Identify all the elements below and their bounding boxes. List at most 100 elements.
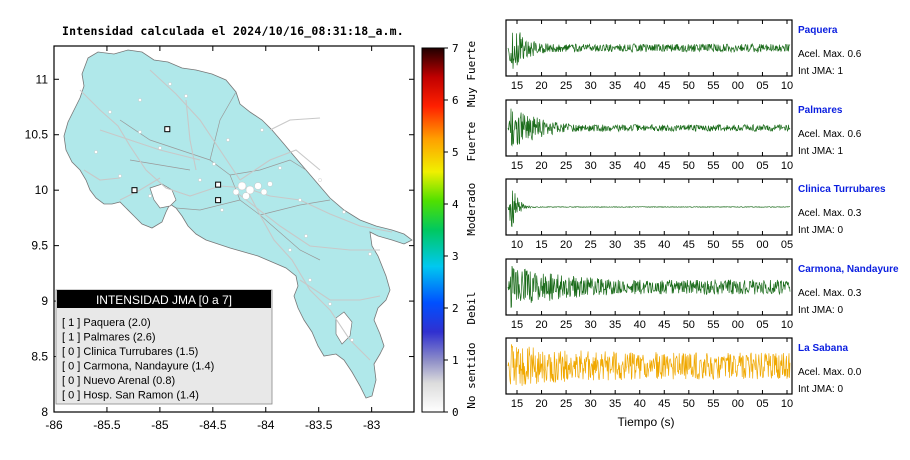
- colorbar-category-label: Moderado: [465, 183, 478, 236]
- waveform-tick-label: 40: [634, 80, 646, 92]
- waveform-tick-label: 30: [609, 239, 621, 251]
- waveform-tick-label: 35: [634, 239, 646, 251]
- town-dot: [328, 302, 332, 306]
- waveform-tick-label: 00: [732, 319, 744, 331]
- legend-item: [ 1 ] Paquera (2.0): [62, 317, 151, 329]
- town-dot: [304, 234, 308, 238]
- waveform-trace: [507, 108, 791, 147]
- legend-item: [ 0 ] Clinica Turrubares (1.5): [62, 346, 198, 358]
- town-dot: [298, 198, 302, 202]
- waveform-tick-label: 10: [781, 160, 793, 172]
- y-tick-label: 8: [41, 405, 48, 419]
- town-dot: [278, 166, 282, 170]
- waveform-trace: [507, 32, 791, 69]
- x-tick-label: -83.5: [305, 418, 333, 432]
- waveform-tick-label: 10: [781, 398, 793, 410]
- waveform-tick-label: 00: [732, 398, 744, 410]
- colorbar-tick-label: 0: [452, 406, 459, 419]
- waveform-tick-label: 35: [609, 80, 621, 92]
- colorbar-tick-label: 3: [452, 250, 459, 263]
- waveform-tick-label: 05: [756, 80, 768, 92]
- station-name: La Sabana: [798, 343, 848, 354]
- waveform-tick-label: 25: [560, 80, 572, 92]
- town-dot: [288, 248, 292, 252]
- colorbar-tick-label: 2: [452, 302, 459, 315]
- waveform-tick-label: 55: [707, 319, 719, 331]
- waveform-panel: 10 15 20 25 30 35 40 45 50 55 00 05 Clinica Turrubar…: [505, 178, 886, 251]
- station-jma: Int JMA: 0: [798, 305, 843, 316]
- waveform-tick-label: 15: [511, 319, 523, 331]
- station-marker: [131, 187, 138, 194]
- station-accel: Acel. Max. 0.6: [798, 49, 862, 60]
- y-tick-label: 8.5: [31, 350, 48, 364]
- town-dot: [368, 252, 372, 256]
- town-dot: [138, 98, 142, 102]
- y-tick-label: 10: [35, 183, 49, 197]
- waveform-tick-label: 25: [560, 160, 572, 172]
- waveform-trace: [507, 190, 791, 228]
- y-tick-label: 11: [36, 72, 49, 86]
- town-dot: [94, 150, 98, 154]
- station-accel: Acel. Max. 0.6: [798, 129, 862, 140]
- waveform-tick-label: 20: [535, 319, 547, 331]
- colorbar-tick-label: 7: [452, 42, 459, 55]
- legend-item: [ 0 ] Carmona, Nandayure (1.4): [62, 361, 214, 373]
- town-dot: [342, 210, 346, 214]
- waveform-tick-label: 45: [658, 319, 670, 331]
- waveform-tick-label: 25: [560, 398, 572, 410]
- station-accel: Acel. Max. 0.3: [798, 208, 862, 219]
- waveform-panel: 15 20 25 30 35 40 45 50 55 00 05 10 La Sabana Acel. M…: [505, 337, 862, 410]
- waveform-tick-label: 50: [683, 80, 695, 92]
- waveform-tick-label: 55: [732, 239, 744, 251]
- town-dot: [168, 82, 172, 86]
- y-tick-label: 10.5: [25, 128, 49, 142]
- y-tick-label: 9.5: [31, 239, 48, 253]
- waveform-tick-label: 00: [732, 80, 744, 92]
- waveform-tick-label: 45: [683, 239, 695, 251]
- legend-item: [ 0 ] Nuevo Arenal (0.8): [62, 375, 175, 387]
- station-accel: Acel. Max. 0.0: [798, 367, 862, 378]
- road-network: [79, 69, 393, 361]
- y-tick-label: 9: [41, 294, 48, 308]
- waveform-tick-label: 00: [756, 239, 768, 251]
- waveform-tick-label: 50: [683, 160, 695, 172]
- station-marker: [164, 126, 171, 133]
- waveform-tick-label: 30: [585, 160, 597, 172]
- station-accel: Acel. Max. 0.3: [798, 288, 862, 299]
- legend-item: [ 0 ] Hosp. San Ramon (1.4): [62, 390, 199, 402]
- town-dot: [138, 130, 142, 134]
- waveform-tick-label: 45: [658, 160, 670, 172]
- x-tick-label: -84.5: [199, 418, 227, 432]
- waveform-tick-label: 50: [707, 239, 719, 251]
- waveform-tick-label: 35: [609, 319, 621, 331]
- waveform-panel: 15 20 25 30 35 40 45 50 55 00 05 10 Carmona, Nandayu…: [505, 258, 899, 331]
- station-jma: Int JMA: 0: [798, 384, 843, 395]
- legend-title: INTENSIDAD JMA [0 a 7]: [96, 293, 232, 307]
- map-axes: -86 -85.5 -85 -84.5 -84 -83.5 -83 11 10.5 10 9.5 9 8…: [25, 46, 414, 432]
- waveform-tick-label: 55: [707, 398, 719, 410]
- x-tick-label: -83: [363, 418, 381, 432]
- colorbar-category-label: Debil: [465, 291, 478, 324]
- town-dot: [198, 178, 202, 182]
- town-dot: [184, 94, 188, 98]
- waveform-tick-label: 20: [535, 160, 547, 172]
- waveform-tick-label: 40: [634, 319, 646, 331]
- legend-header: [57, 290, 271, 308]
- town-dot: [318, 178, 322, 182]
- waveform-tick-label: 20: [535, 398, 547, 410]
- waveform-tick-label: 50: [683, 319, 695, 331]
- town-dot: [226, 138, 230, 142]
- waveform-tick-label: 00: [732, 160, 744, 172]
- waveform-frame: [505, 337, 793, 395]
- x-tick-label: -85: [151, 418, 169, 432]
- colorbar-tick-label: 6: [452, 94, 459, 107]
- waveform-tick-label: 20: [560, 239, 572, 251]
- town-dot: [260, 128, 264, 132]
- waveform-tick-label: 25: [585, 239, 597, 251]
- town-dot: [158, 146, 162, 150]
- waveform-tick-label: 55: [707, 160, 719, 172]
- waveform-tick-label: 10: [781, 319, 793, 331]
- colorbar-category-label: Muy Fuerte: [465, 41, 478, 107]
- station-name: Carmona, Nandayure: [798, 264, 899, 275]
- town-dot: [220, 208, 224, 212]
